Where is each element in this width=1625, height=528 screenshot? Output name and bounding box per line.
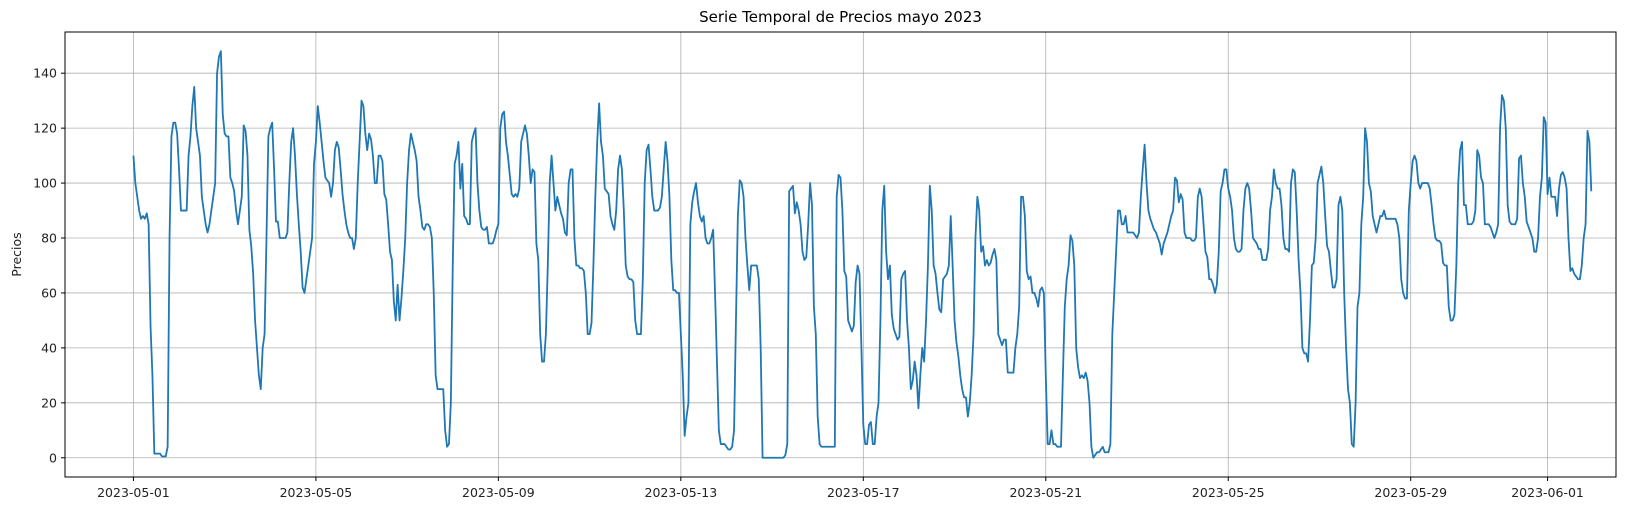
y-tick-label: 20 bbox=[41, 395, 57, 410]
y-tick-label: 60 bbox=[41, 285, 57, 300]
x-tick-label: 2023-05-29 bbox=[1374, 485, 1447, 500]
axis-ticks: 0 20 40 60 80 100 120 140 2023-05-01 2023-05-05 20… bbox=[33, 66, 1584, 500]
y-tick-label: 140 bbox=[33, 66, 57, 81]
x-tick-label: 2023-05-17 bbox=[827, 485, 900, 500]
series-group bbox=[132, 50, 1593, 459]
x-tick-label: 2023-06-01 bbox=[1511, 485, 1584, 500]
plot-frame bbox=[64, 31, 1617, 478]
x-tick-label: 2023-05-01 bbox=[97, 485, 170, 500]
grid-lines bbox=[65, 32, 1616, 477]
y-axis-label: Precios bbox=[9, 232, 24, 276]
series-line-0 bbox=[132, 50, 1593, 459]
y-tick-label: 100 bbox=[33, 176, 57, 191]
y-tick-label: 40 bbox=[41, 340, 57, 355]
x-tick-label: 2023-05-05 bbox=[280, 485, 353, 500]
y-tick-label: 80 bbox=[41, 231, 57, 246]
x-tick-label: 2023-05-13 bbox=[645, 485, 718, 500]
x-tick-label: 2023-05-21 bbox=[1009, 485, 1082, 500]
chart-title: Serie Temporal de Precios mayo 2023 bbox=[699, 8, 982, 26]
y-tick-label: 120 bbox=[33, 121, 57, 136]
y-tick-label: 0 bbox=[49, 450, 57, 465]
x-tick-label: 2023-05-09 bbox=[462, 485, 535, 500]
x-tick-label: 2023-05-25 bbox=[1192, 485, 1265, 500]
